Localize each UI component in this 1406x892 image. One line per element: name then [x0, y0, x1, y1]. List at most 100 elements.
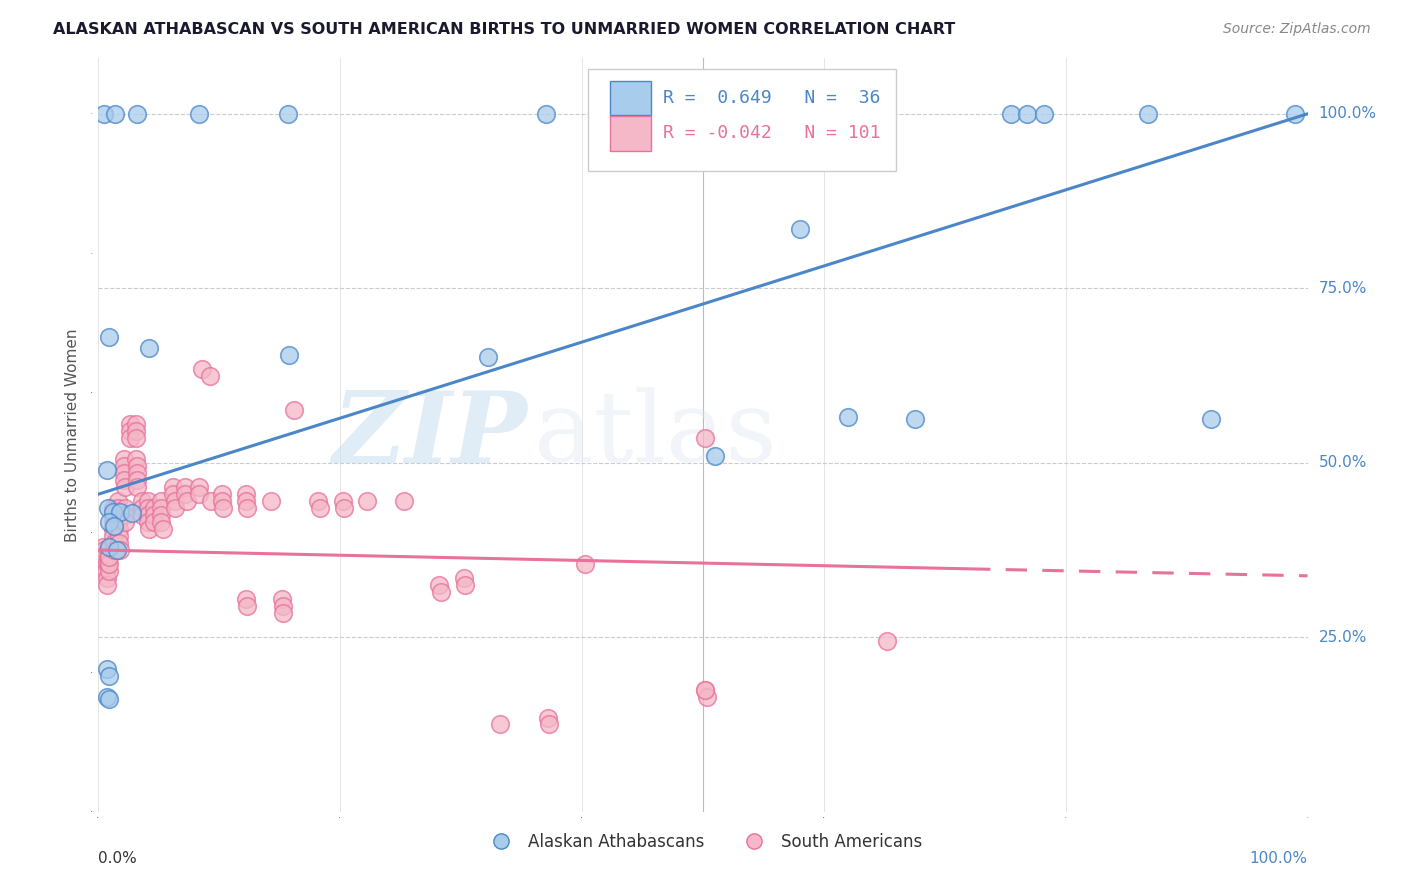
Point [845, 107, 868, 121]
Point [429, 585, 451, 599]
Point [574, 557, 596, 571]
Point [98, 668, 121, 682]
Point [98, 515, 121, 529]
Point [138, 522, 160, 536]
Point [96, 463, 118, 477]
Point [101, 515, 124, 529]
Point [136, 515, 159, 529]
Point [96, 578, 118, 592]
Point [112, 459, 135, 474]
Point [108, 536, 131, 550]
Point [695, 682, 717, 697]
Point [534, 107, 557, 121]
Point [271, 591, 294, 606]
Point [260, 494, 283, 508]
FancyBboxPatch shape [610, 80, 651, 115]
Point [93, 549, 115, 564]
Point [125, 417, 148, 432]
Point [114, 515, 136, 529]
Point [98, 549, 121, 564]
Point [695, 682, 717, 697]
Point [143, 515, 166, 529]
Point [131, 494, 153, 508]
Point [127, 107, 149, 121]
Point [143, 501, 166, 516]
Point [93, 107, 115, 121]
Point [94, 564, 117, 578]
Point [125, 425, 148, 439]
Point [837, 410, 859, 425]
Point [101, 522, 124, 536]
Point [904, 412, 927, 426]
Point [704, 449, 727, 463]
Point [273, 599, 295, 613]
Point [97, 543, 120, 558]
Text: 75.0%: 75.0% [1319, 281, 1367, 296]
Point [136, 494, 159, 508]
Point [1284, 107, 1306, 121]
Point [174, 480, 197, 494]
Text: R = -0.042   N = 101: R = -0.042 N = 101 [664, 124, 880, 143]
Text: 25.0%: 25.0% [1319, 630, 1367, 645]
Point [103, 518, 125, 533]
Point [118, 431, 141, 445]
Point [332, 494, 354, 508]
Point [108, 529, 131, 543]
Point [94, 557, 117, 571]
Point [333, 501, 356, 516]
Point [108, 543, 131, 558]
Text: 100.0%: 100.0% [1319, 106, 1376, 121]
Point [103, 543, 125, 558]
Point [273, 606, 295, 620]
Point [150, 494, 173, 508]
Text: ZIP: ZIP [333, 386, 527, 483]
Point [394, 494, 416, 508]
Point [97, 501, 120, 516]
Text: 50.0%: 50.0% [1319, 455, 1367, 470]
Point [127, 459, 149, 474]
Point [211, 487, 233, 501]
Point [97, 557, 120, 571]
Point [200, 494, 222, 508]
Point [101, 508, 124, 522]
Point [868, 107, 890, 121]
Point [1136, 107, 1159, 121]
Point [98, 691, 121, 706]
Point [108, 505, 131, 519]
Point [477, 350, 499, 364]
Point [91, 540, 114, 554]
Point [127, 473, 149, 487]
Point [174, 487, 197, 501]
Point [1199, 412, 1222, 426]
Point [278, 348, 301, 362]
Point [429, 578, 451, 592]
Point [453, 571, 475, 585]
Point [127, 467, 149, 481]
Point [277, 107, 299, 121]
Text: atlas: atlas [534, 387, 776, 483]
Point [162, 480, 184, 494]
Point [163, 494, 186, 508]
Point [131, 508, 153, 522]
Point [96, 662, 118, 676]
Point [356, 494, 378, 508]
Point [696, 690, 718, 704]
Point [108, 522, 131, 536]
Point [876, 633, 898, 648]
Text: R =  0.649   N =  36: R = 0.649 N = 36 [664, 89, 880, 107]
Point [235, 591, 257, 606]
Text: 0.0%: 0.0% [98, 851, 138, 865]
Point [96, 690, 118, 704]
Point [489, 717, 512, 731]
Y-axis label: Births to Unmarried Women: Births to Unmarried Women [65, 328, 80, 541]
Point [235, 487, 257, 501]
Point [103, 536, 125, 550]
Point [138, 341, 160, 355]
Point [191, 361, 214, 376]
Point [101, 505, 124, 519]
Point [101, 501, 124, 516]
Point [114, 508, 136, 522]
Point [114, 480, 136, 494]
Point [150, 501, 173, 516]
Point [1015, 107, 1038, 121]
